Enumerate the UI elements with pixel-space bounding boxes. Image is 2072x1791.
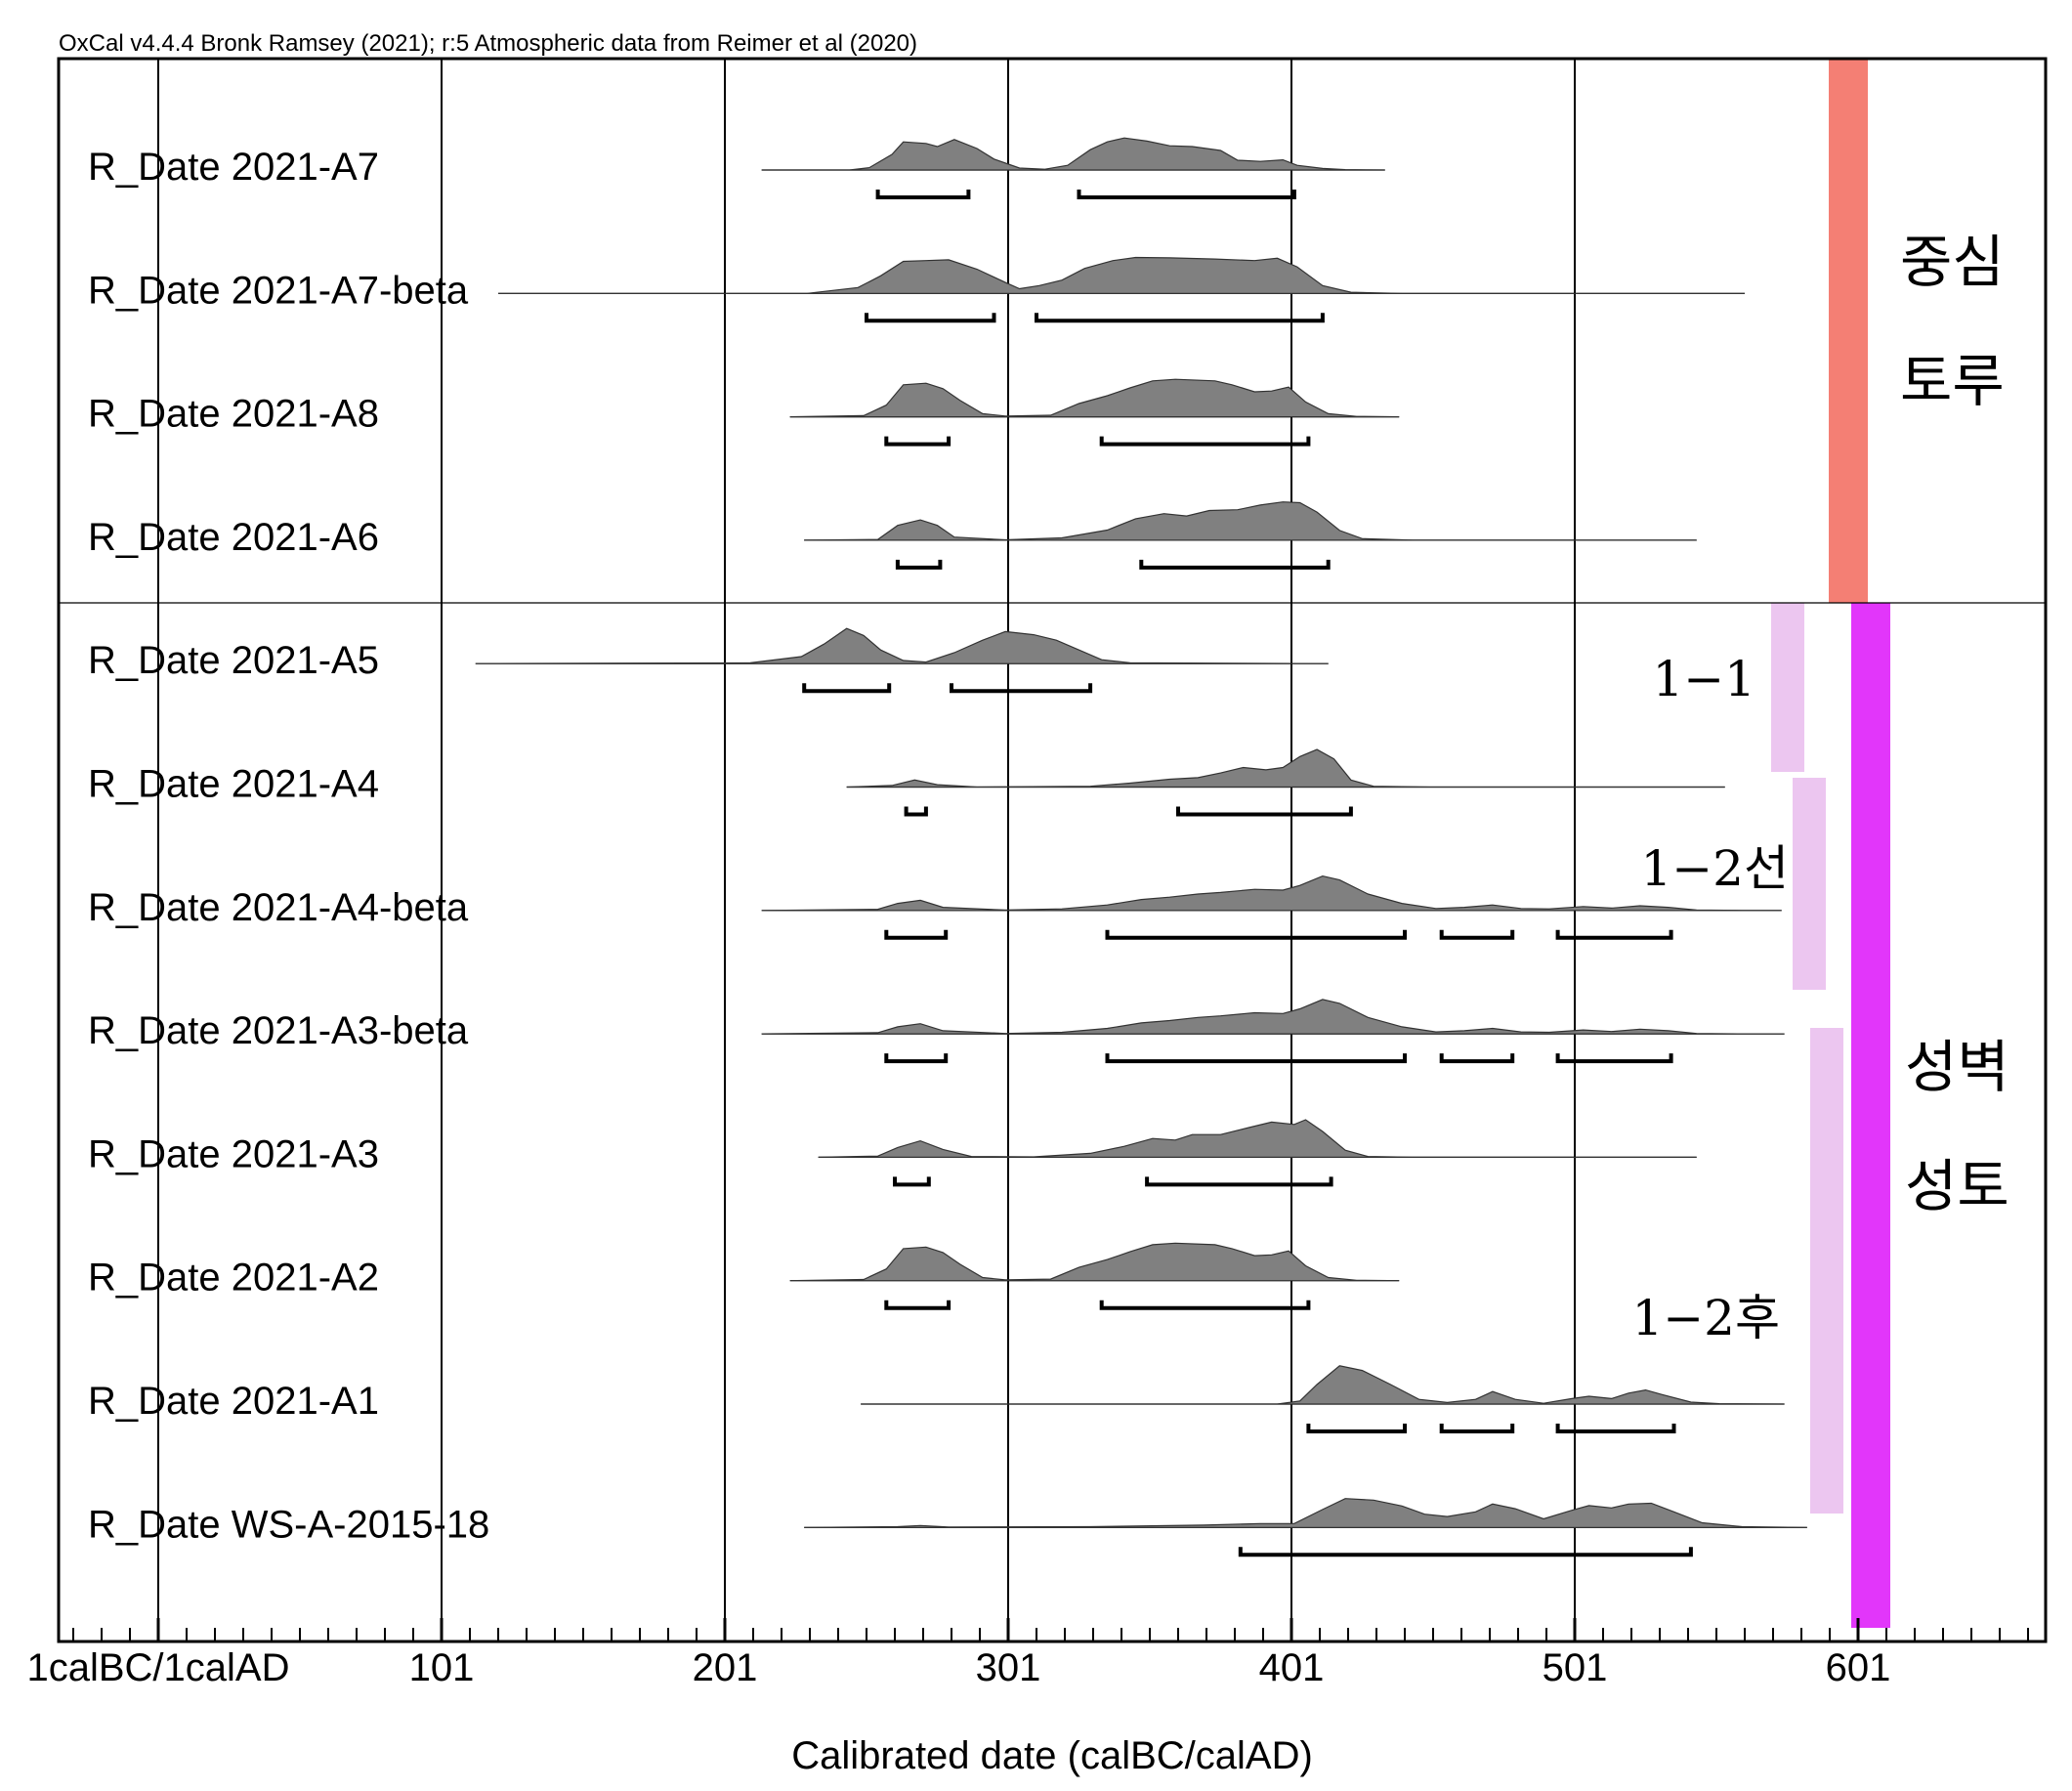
hpd-range-bracket bbox=[1555, 1424, 1676, 1433]
sample-row: R_Date 2021-A4-beta bbox=[88, 874, 1782, 940]
subphase-bar-1-2-late bbox=[1810, 1028, 1843, 1514]
tick-label: 601 bbox=[1826, 1646, 1891, 1689]
hpd-range-bracket bbox=[1139, 559, 1331, 570]
hpd-range-bracket bbox=[1099, 1300, 1311, 1310]
sample-label: R_Date 2021-A3-beta bbox=[88, 1009, 469, 1052]
hpd-range-bracket bbox=[1439, 929, 1515, 940]
x-axis-label: Calibrated date (calBC/calAD) bbox=[791, 1734, 1313, 1777]
probability-distribution bbox=[789, 1242, 1400, 1282]
sample-row: R_Date WS-A-2015-18 bbox=[88, 1498, 1807, 1557]
hpd-range-bracket bbox=[884, 929, 949, 940]
hpd-range-bracket bbox=[1439, 1424, 1515, 1433]
hpd-range-bracket bbox=[893, 1176, 931, 1187]
phase-bar-central-mound bbox=[1829, 59, 1868, 603]
sample-rows: R_Date 2021-A7 R_Date 2021-A7-beta R_Date … bbox=[88, 137, 1807, 1557]
tick-label: 201 bbox=[693, 1646, 758, 1689]
sample-label: R_Date 2021-A4 bbox=[88, 763, 379, 806]
sample-label: R_Date WS-A-2015-18 bbox=[88, 1503, 489, 1546]
sample-row: R_Date 2021-A3 bbox=[88, 1119, 1697, 1187]
phase-label-rampart-fill: 성벽 성토 bbox=[1905, 1034, 2009, 1219]
hpd-range-bracket bbox=[1105, 1053, 1407, 1064]
sample-label: R_Date 2021-A1 bbox=[88, 1380, 379, 1423]
hpd-range-bracket bbox=[1105, 929, 1407, 940]
sample-row: R_Date 2021-A3-beta bbox=[88, 999, 1785, 1064]
sample-row: R_Date 2021-A8 bbox=[88, 378, 1400, 447]
sample-row: R_Date 2021-A7-beta bbox=[88, 256, 1745, 323]
sample-row: R_Date 2021-A6 bbox=[88, 501, 1697, 570]
sample-label: R_Date 2021-A2 bbox=[88, 1257, 379, 1300]
sample-label: R_Date 2021-A5 bbox=[88, 639, 379, 682]
probability-distribution bbox=[789, 378, 1400, 418]
hpd-range-bracket bbox=[895, 559, 943, 570]
probability-distribution bbox=[761, 874, 1782, 912]
sample-label: R_Date 2021-A7-beta bbox=[88, 269, 469, 312]
hpd-range-bracket bbox=[1238, 1547, 1693, 1557]
tick-label: 301 bbox=[976, 1646, 1041, 1689]
hpd-range-bracket bbox=[1555, 929, 1673, 940]
subphase-bar-1-1 bbox=[1771, 603, 1804, 772]
probability-distribution bbox=[846, 748, 1725, 789]
hpd-range-bracket bbox=[884, 436, 951, 447]
probability-distribution bbox=[475, 627, 1329, 664]
hpd-range-bracket bbox=[884, 1053, 949, 1064]
sample-row: R_Date 2021-A4 bbox=[88, 748, 1725, 817]
sample-label: R_Date 2021-A6 bbox=[88, 516, 379, 559]
subphase-label-1-1: 1−1 bbox=[1652, 651, 1755, 707]
hpd-range-bracket bbox=[950, 683, 1093, 694]
probability-distribution bbox=[818, 1119, 1697, 1158]
phase-bar-rampart-fill bbox=[1851, 603, 1890, 1628]
oxcal-header: OxCal v4.4.4 Bronk Ramsey (2021); r:5 At… bbox=[59, 30, 917, 57]
subphase-label-1-2-late: 1−2후 bbox=[1631, 1290, 1780, 1346]
probability-distribution bbox=[761, 137, 1385, 171]
hpd-range-bracket bbox=[802, 683, 892, 694]
probability-distribution bbox=[761, 999, 1785, 1035]
hpd-range-bracket bbox=[1439, 1053, 1515, 1064]
probability-distribution bbox=[861, 1365, 1785, 1405]
sample-label: R_Date 2021-A3 bbox=[88, 1132, 379, 1175]
hpd-range-bracket bbox=[1555, 1053, 1673, 1064]
hpd-range-bracket bbox=[1306, 1424, 1407, 1433]
hpd-range-bracket bbox=[1176, 806, 1353, 817]
hpd-range-bracket bbox=[865, 313, 996, 323]
hpd-range-bracket bbox=[1145, 1176, 1333, 1187]
sample-row: R_Date 2021-A1 bbox=[88, 1365, 1785, 1433]
hpd-range-bracket bbox=[1077, 190, 1296, 199]
sample-label: R_Date 2021-A8 bbox=[88, 393, 379, 436]
hpd-range-bracket bbox=[1099, 436, 1311, 447]
subphase-label-1-2-early: 1−2선 bbox=[1640, 840, 1789, 897]
tick-label: 501 bbox=[1543, 1646, 1608, 1689]
probability-distribution bbox=[804, 501, 1697, 541]
sample-row: R_Date 2021-A2 bbox=[88, 1242, 1400, 1310]
phase-label-central-mound: 중심 토루 bbox=[1900, 229, 2005, 414]
sample-label: R_Date 2021-A7 bbox=[88, 146, 379, 189]
hpd-range-bracket bbox=[1035, 313, 1325, 323]
tick-label: 401 bbox=[1259, 1646, 1325, 1689]
sample-row: R_Date 2021-A7 bbox=[88, 137, 1385, 199]
plot-frame bbox=[57, 57, 2048, 1643]
tick-label: 1calBC/1calAD bbox=[26, 1646, 289, 1689]
subphase-bar-1-2-early bbox=[1793, 778, 1826, 990]
probability-distribution bbox=[804, 1498, 1807, 1528]
hpd-range-bracket bbox=[884, 1300, 951, 1310]
x-axis: 1calBC/1calAD 101 201 301 401 501 601 bbox=[26, 1618, 2029, 1689]
sample-row: R_Date 2021-A5 bbox=[88, 627, 1329, 694]
tick-label: 101 bbox=[409, 1646, 475, 1689]
sample-label: R_Date 2021-A4-beta bbox=[88, 886, 469, 929]
hpd-range-bracket bbox=[875, 190, 971, 199]
hpd-range-bracket bbox=[904, 806, 928, 817]
probability-distribution bbox=[498, 256, 1745, 294]
